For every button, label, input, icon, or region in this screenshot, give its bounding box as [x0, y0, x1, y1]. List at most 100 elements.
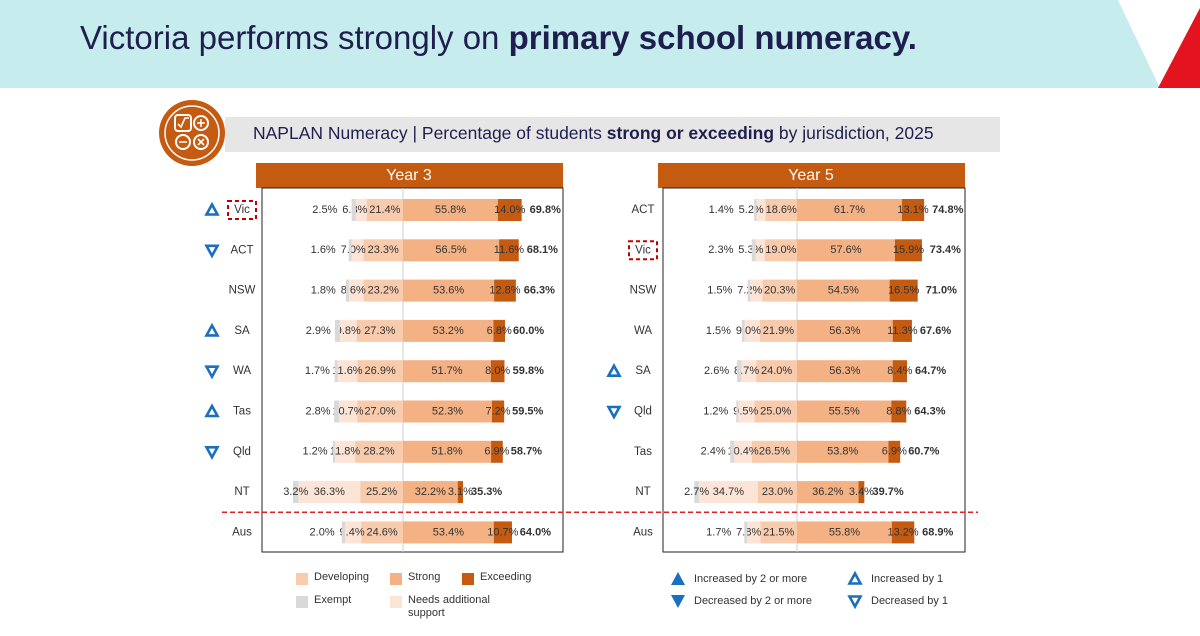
legend-swatch	[390, 596, 402, 608]
bar-segment	[490, 360, 505, 383]
bar-segment	[361, 521, 403, 544]
legend-entry: Strong	[408, 571, 440, 583]
value-label: 55.8%	[435, 204, 466, 216]
value-label: 1.7%	[706, 526, 731, 538]
total-label: 60.0%	[513, 325, 544, 337]
value-label: 3.2%	[283, 486, 308, 498]
bar-segment	[351, 199, 356, 221]
legend-entry: Exempt	[314, 594, 351, 606]
value-label: 2.8%	[305, 405, 330, 417]
value-label: 8.6%	[341, 285, 366, 297]
bar-segment	[744, 319, 760, 342]
value-label: 25.0%	[760, 405, 791, 417]
change-marker	[204, 403, 220, 418]
bar-segment	[494, 279, 516, 302]
value-label: 53.4%	[433, 526, 464, 538]
value-label: 53.2%	[433, 325, 464, 337]
legend-label: Developing	[314, 571, 370, 583]
value-label: 11.6%	[494, 244, 525, 256]
legend-marker	[847, 570, 863, 585]
change-marker	[204, 445, 220, 460]
bar-segment	[403, 319, 494, 342]
bar-segment	[491, 400, 505, 423]
value-label: 2.3%	[708, 244, 733, 256]
bar-segment	[760, 521, 797, 544]
value-label: 23.2%	[368, 285, 399, 297]
bar-segment	[493, 521, 512, 544]
bar-segment	[751, 239, 756, 262]
bar-segment	[797, 199, 902, 221]
value-label: 9.5%	[733, 405, 758, 417]
bar-segment	[403, 279, 495, 302]
category-label: NSW	[229, 285, 256, 297]
bar-segment	[765, 199, 797, 221]
bar-segment	[403, 440, 492, 463]
value-label: 36.2%	[812, 486, 843, 498]
category-label: ACT	[231, 244, 254, 256]
bar-segment	[744, 521, 748, 544]
value-label: 6.8%	[487, 325, 512, 337]
bar-segment	[345, 521, 362, 544]
bar-segment	[355, 440, 403, 463]
value-label: 15.9%	[893, 244, 924, 256]
bar-segment	[360, 481, 403, 504]
bar-segment	[797, 521, 892, 544]
bar-segment	[754, 400, 797, 423]
total-label: 68.9%	[922, 526, 953, 538]
bar-segment	[403, 481, 458, 504]
value-label: 12.8%	[489, 285, 520, 297]
bar-segment	[754, 199, 757, 221]
total-label: 60.7%	[908, 446, 939, 458]
panel-frame	[261, 187, 564, 553]
value-label: 61.7%	[834, 204, 865, 216]
bar-segment	[888, 440, 901, 463]
bar-segment	[892, 319, 912, 342]
bar-segment	[332, 440, 335, 463]
value-label: 16.5%	[888, 285, 919, 297]
bar-segment	[756, 199, 766, 221]
value-label: 53.6%	[433, 285, 464, 297]
subtitle: NAPLAN Numeracy | Percentage of students…	[253, 123, 934, 143]
bar-segment	[403, 199, 498, 221]
bar-segment	[858, 481, 865, 504]
bar-segment	[738, 400, 755, 423]
bar-segment	[694, 481, 699, 504]
bar-segment	[457, 481, 464, 504]
category-label: Aus	[232, 526, 252, 538]
bar-segment	[797, 279, 890, 302]
bar-segment	[356, 319, 403, 342]
value-label: 21.4%	[369, 204, 400, 216]
value-label: 13.1%	[897, 204, 928, 216]
total-label: 67.6%	[920, 325, 951, 337]
value-label: 54.5%	[828, 285, 859, 297]
bar-segment	[403, 521, 494, 544]
value-label: 27.0%	[364, 405, 395, 417]
legend-marker	[671, 595, 685, 608]
value-label: 28.2%	[363, 446, 394, 458]
bar-segment	[491, 440, 503, 463]
category-label: WA	[233, 365, 251, 377]
panel-header	[658, 163, 965, 188]
value-label: 14.0%	[494, 204, 525, 216]
bar-segment	[403, 239, 500, 262]
legend-swatch	[390, 573, 402, 585]
value-label: 13.2%	[887, 526, 918, 538]
total-label: 64.3%	[914, 405, 945, 417]
category-label: NSW	[630, 285, 657, 297]
header-accent	[1158, 8, 1200, 88]
value-label: 11.8%	[330, 446, 361, 458]
bar-segment	[747, 521, 761, 544]
bar-segment	[298, 481, 361, 504]
bar-segment	[736, 360, 742, 383]
value-label: 51.7%	[431, 365, 462, 377]
bar-segment	[341, 521, 346, 544]
value-label: 32.2%	[415, 486, 446, 498]
bar-segment	[892, 360, 907, 383]
value-label: 10.7%	[487, 526, 518, 538]
legend-entry: Exceeding	[480, 571, 531, 583]
category-label: Qld	[634, 406, 652, 418]
category-label: Vic	[234, 204, 250, 216]
change-marker	[204, 365, 220, 380]
value-label: 36.3%	[314, 486, 345, 498]
